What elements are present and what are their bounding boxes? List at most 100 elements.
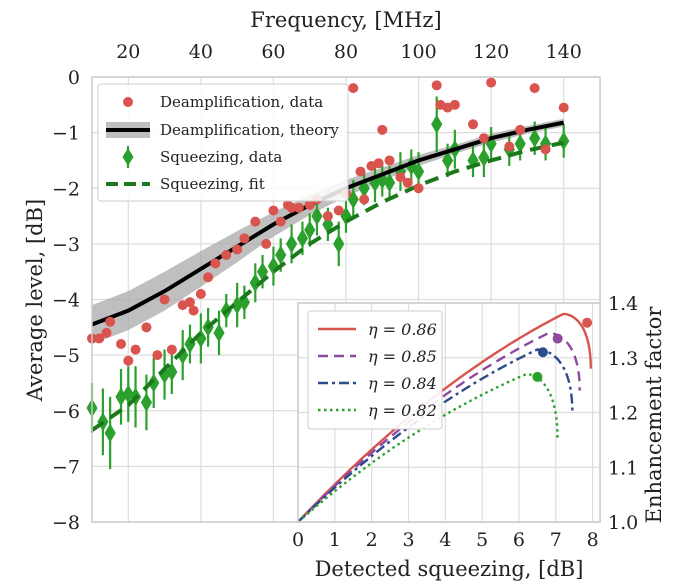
deamplification-data-point <box>395 172 406 183</box>
deamplification-data-point <box>304 199 315 210</box>
squeezing-data-point <box>213 323 225 343</box>
theory-band <box>92 118 564 344</box>
squeezing-data-point <box>558 131 570 151</box>
top-tick-label: 60 <box>261 41 285 63</box>
y-tick-label: −6 <box>52 401 80 423</box>
inset-y-axis-label: Enhancement factor <box>642 306 666 524</box>
top-tick-label: 120 <box>473 41 509 63</box>
deamplification-data-point <box>141 322 152 333</box>
deamplification-data-point <box>413 183 424 194</box>
squeezing-data-point <box>539 134 552 154</box>
deamplification-data-point <box>184 297 195 308</box>
inset-y-tick-label: 1.3 <box>608 348 638 370</box>
deamplification-data-point <box>333 205 344 216</box>
deamplification-data-point <box>373 158 384 169</box>
y-tick-label: −3 <box>52 234 80 256</box>
squeezing-data-point <box>405 156 417 176</box>
deamplification-data-point <box>152 350 163 361</box>
y-tick-label: −2 <box>52 178 80 200</box>
deamplification-data-point <box>188 305 199 316</box>
deamplification-data-point <box>359 194 370 205</box>
deamplification-data-point <box>355 166 366 177</box>
y-tick-label: −4 <box>52 290 80 312</box>
inset-x-tick-label: 2 <box>366 529 378 551</box>
inset-y-tick-label: 1.0 <box>608 512 638 534</box>
squeezing-data-point <box>311 206 323 226</box>
squeezing-data-point <box>304 220 316 240</box>
inset-x-axis-label: Detected squeezing, [dB] <box>315 557 584 581</box>
squeezing-data-point <box>249 273 261 293</box>
deamplification-data-point <box>478 133 489 144</box>
deamplification-data-point <box>468 119 478 130</box>
deamplification-data-point <box>275 216 286 227</box>
deamplification-data-point <box>268 205 279 216</box>
squeezing-data-point <box>267 256 280 276</box>
legend-label: Deamplification, theory <box>160 121 339 139</box>
deamplification-data-point <box>261 238 272 249</box>
main-legend: Deamplification, data Deamplification, th… <box>97 83 349 202</box>
deamplification-data-point <box>105 316 116 327</box>
squeezing-data-point <box>296 228 309 248</box>
squeezing-data-point <box>322 214 334 234</box>
deamplification-data-point <box>540 144 551 155</box>
squeezing-data-point <box>442 150 454 170</box>
deamplification-data-point <box>195 288 206 299</box>
deamplification-data-point <box>504 141 515 152</box>
enhancement-marker <box>532 371 543 382</box>
inset-x-tick-label: 3 <box>402 529 414 551</box>
inset-legend: η = 0.86 η = 0.85 η = 0.84 η = 0.82 <box>307 310 443 430</box>
squeezing-data-point <box>285 234 298 254</box>
deamplification-data-point <box>515 124 526 135</box>
inset-series <box>297 312 593 523</box>
y-axis-label: Average level, [dB] <box>23 199 47 402</box>
deamplification-data-point <box>239 233 250 244</box>
squeezing-data-point <box>431 114 443 134</box>
main-ticks: 0 −1 −2 −3 −4 −5 −6 −7 −8 20 40 60 80 100 120 140 <box>52 41 582 534</box>
squeezing-data-point <box>148 373 160 393</box>
inset-legend-label: η = 0.82 <box>368 401 437 420</box>
top-tick-label: 80 <box>334 41 358 63</box>
inset-y-tick-label: 1.4 <box>608 293 638 315</box>
legend-label: Squeezing, fit <box>160 175 265 193</box>
inset-x-tick-label: 0 <box>292 529 304 551</box>
deamplification-data-point <box>529 83 540 94</box>
squeezing-data-point <box>514 134 526 154</box>
deamplification-data-point <box>293 202 304 213</box>
top-tick-label: 40 <box>189 41 213 63</box>
enhancement-marker <box>552 333 563 344</box>
inset-x-tick-label: 1 <box>329 529 341 551</box>
deamplification-data-point <box>203 272 214 283</box>
main-series <box>86 77 570 470</box>
squeezing-data-point <box>412 162 425 182</box>
inset-x-tick-label: 6 <box>513 529 525 551</box>
deamplification-data-point <box>101 327 112 338</box>
squeezing-data-point <box>485 134 497 154</box>
inset-chart: 0 1 2 3 4 5 6 7 8 1.0 1.1 1.2 1.3 1.4 Detected squeez… <box>292 293 666 581</box>
deamplification-data-point <box>250 216 261 227</box>
enhancement-marker <box>582 317 593 328</box>
legend-marker-squeezing <box>122 148 134 166</box>
y-tick-label: −7 <box>52 456 80 478</box>
deamplification-data-point <box>210 258 221 269</box>
top-axis-label: Frequency, [MHz] <box>250 8 441 32</box>
squeezing-data-point <box>529 128 541 148</box>
squeezing-data-point <box>394 162 407 182</box>
squeezing-fit-line <box>90 140 565 432</box>
deamplification-data-point <box>377 124 388 135</box>
deamplification-data-point <box>166 344 177 355</box>
top-tick-label: 100 <box>400 41 436 63</box>
deamplification-data-point <box>159 294 170 305</box>
squeezing-data-point <box>383 173 396 193</box>
deamplification-data-point <box>384 155 395 166</box>
y-tick-label: 0 <box>68 67 80 89</box>
deamplification-data-point <box>322 211 333 222</box>
squeezing-data-point <box>478 148 490 168</box>
y-tick-label: −8 <box>52 512 80 534</box>
inset-x-tick-label: 5 <box>476 529 488 551</box>
y-tick-label: −5 <box>52 345 80 367</box>
deamplification-data-point <box>431 80 442 91</box>
inset-y-tick-label: 1.2 <box>608 403 638 425</box>
inset-legend-label: η = 0.84 <box>368 374 437 393</box>
legend-label: Squeezing, data <box>160 148 282 166</box>
